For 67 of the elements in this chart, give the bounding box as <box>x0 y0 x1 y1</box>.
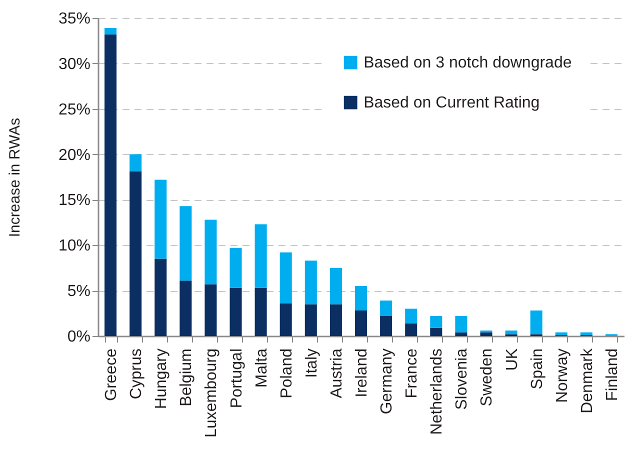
bar <box>405 323 418 336</box>
bar <box>304 260 317 304</box>
bar <box>280 252 292 304</box>
x-tick-label: Germany <box>378 348 396 414</box>
bar <box>104 28 117 34</box>
x-tick-label: Cyprus <box>128 348 146 400</box>
bar <box>154 180 167 259</box>
y-tick-label: 20% <box>58 146 90 164</box>
x-tick-label: Hungary <box>153 348 170 409</box>
x-tick-label: Italy <box>303 348 320 378</box>
legend-label: Based on 3 notch downgrade <box>364 54 572 72</box>
x-tick-label: Belgium <box>178 348 196 406</box>
x-tick-label: Portugal <box>228 348 246 408</box>
bar <box>580 332 592 336</box>
x-tick-label: Poland <box>278 348 296 398</box>
y-tick-label: 35% <box>58 10 90 28</box>
bar <box>230 248 242 288</box>
bar <box>505 330 518 334</box>
bar <box>430 328 442 336</box>
x-tick-label: Greece <box>103 348 120 401</box>
bar <box>130 154 142 172</box>
legend-label: Based on Current Rating <box>364 94 540 112</box>
bar <box>455 332 468 336</box>
bar <box>180 206 192 281</box>
bar <box>130 172 142 336</box>
x-tick-label: France <box>404 348 421 398</box>
x-tick-label: Malta <box>253 348 270 388</box>
x-tick-label: Slovenia <box>454 348 471 410</box>
y-tick-label: 25% <box>58 101 90 118</box>
bar <box>154 258 167 336</box>
x-tick-label: UK <box>504 348 521 371</box>
y-tick-label: 30% <box>58 56 90 73</box>
x-tick-label: Ireland <box>354 348 370 398</box>
bar <box>380 300 392 316</box>
bar <box>330 268 342 304</box>
bar <box>480 332 492 336</box>
bar <box>230 288 242 336</box>
bar <box>530 310 542 334</box>
bar <box>354 286 368 311</box>
x-tick-label: Finland <box>604 348 621 401</box>
bar <box>354 310 368 336</box>
bar <box>180 280 192 336</box>
bar <box>104 34 117 336</box>
y-tick-label: 10% <box>58 238 90 255</box>
bar <box>555 332 568 336</box>
x-tick-label: Luxembourg <box>203 348 220 438</box>
y-tick-label: 15% <box>58 192 90 210</box>
x-tick-label: Netherlands <box>428 348 446 435</box>
bar <box>254 224 267 288</box>
x-tick-label: Norway <box>554 348 571 403</box>
bar <box>330 304 342 336</box>
bar <box>405 308 418 324</box>
bar <box>380 316 392 336</box>
x-tick-label: Austria <box>328 348 346 398</box>
bar <box>455 316 468 332</box>
bar <box>254 288 267 336</box>
x-tick-label: Sweden <box>478 348 496 406</box>
bar <box>430 316 442 328</box>
y-tick-label: 5% <box>67 283 90 300</box>
bar <box>204 284 217 336</box>
bar <box>280 303 292 336</box>
x-tick-label: Denmark <box>578 348 596 414</box>
y-axis-title: Increase in RWAs <box>6 118 24 238</box>
bar <box>204 220 217 284</box>
bar <box>304 304 317 336</box>
x-tick-label: Spain <box>528 348 546 390</box>
y-tick-label: 0% <box>67 328 90 346</box>
